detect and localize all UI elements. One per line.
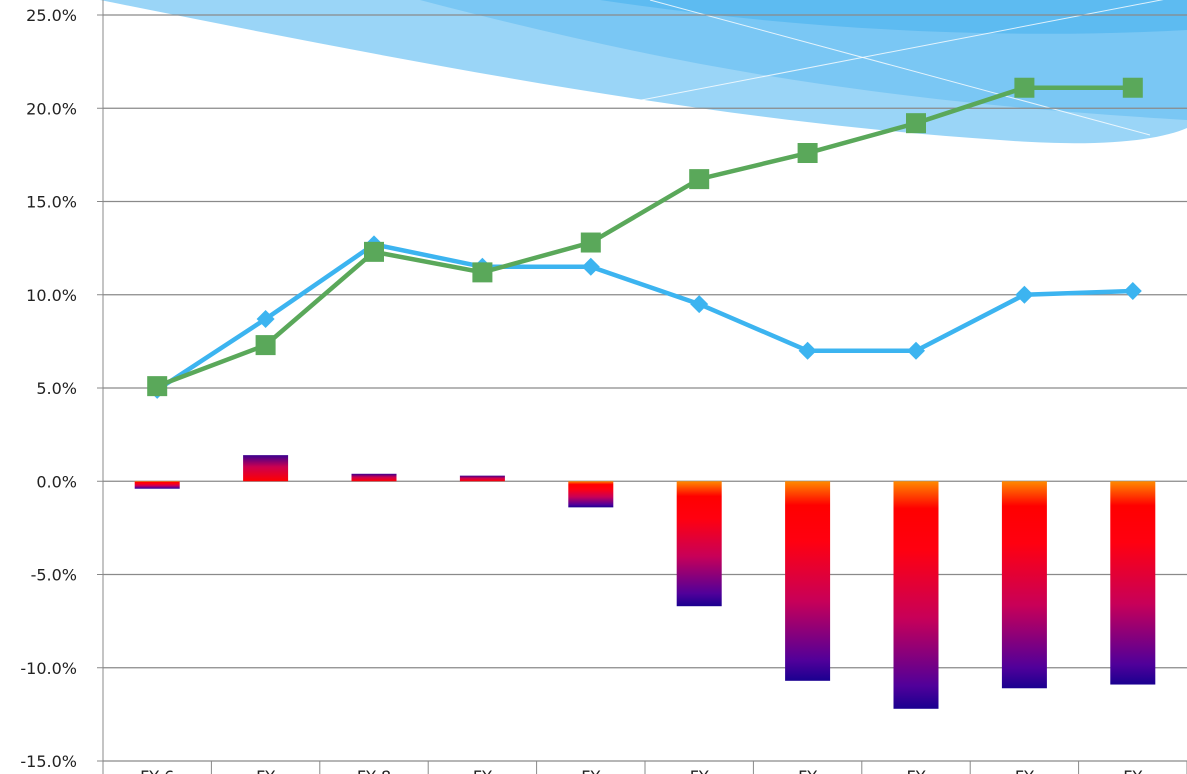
y-tick-label: -5.0% bbox=[31, 566, 77, 585]
marker bbox=[689, 169, 710, 190]
marker bbox=[906, 113, 926, 134]
bar bbox=[351, 473, 397, 482]
marker bbox=[1015, 285, 1034, 304]
bar bbox=[893, 481, 939, 709]
x-tick-label: FY bbox=[798, 767, 817, 774]
line bbox=[156, 85, 1133, 389]
x-tick-label: FY 8 bbox=[357, 767, 391, 774]
x-tick-label: FY bbox=[690, 767, 709, 774]
marker bbox=[907, 341, 925, 360]
y-tick-label: 10.0% bbox=[26, 286, 77, 305]
y-tick-label: 20.0% bbox=[26, 99, 77, 118]
y-tick-label: -15.0% bbox=[20, 752, 77, 771]
bar bbox=[676, 481, 722, 607]
line bbox=[155, 241, 1133, 392]
marker bbox=[1123, 282, 1142, 301]
x-tick-label: FY bbox=[1015, 767, 1034, 774]
y-tick-label: -10.0% bbox=[20, 659, 77, 678]
x-tick-label: FY bbox=[1123, 767, 1142, 774]
marker bbox=[797, 143, 818, 164]
y-tick-label: 15.0% bbox=[26, 193, 77, 212]
marker bbox=[581, 257, 600, 276]
y-tick-label: 25.0% bbox=[26, 6, 77, 25]
marker bbox=[1014, 77, 1035, 98]
grid bbox=[97, 14, 1187, 774]
marker bbox=[472, 262, 493, 283]
marker bbox=[147, 376, 168, 397]
bar bbox=[1001, 481, 1047, 689]
bar bbox=[1110, 481, 1156, 685]
marker bbox=[798, 341, 817, 360]
bar bbox=[134, 481, 180, 489]
x-tick-label: FY bbox=[907, 767, 926, 774]
marker bbox=[1122, 77, 1143, 98]
bar bbox=[568, 481, 614, 508]
marker bbox=[255, 335, 276, 356]
bar bbox=[785, 481, 831, 681]
marker bbox=[690, 295, 709, 314]
marker bbox=[364, 241, 384, 262]
bar bbox=[243, 455, 289, 482]
marker bbox=[580, 232, 601, 253]
x-tick-label: FY 6 bbox=[140, 767, 174, 774]
y-tick-label: 0.0% bbox=[36, 472, 77, 491]
x-tick-label: FY bbox=[581, 767, 600, 774]
bar bbox=[459, 475, 505, 482]
y-tick-label: 5.0% bbox=[36, 379, 77, 398]
background-swoosh bbox=[100, 0, 1187, 144]
x-tick-label: FY bbox=[256, 767, 275, 774]
x-tick-label: FY bbox=[473, 767, 492, 774]
marker bbox=[256, 309, 275, 328]
plot bbox=[134, 77, 1156, 709]
